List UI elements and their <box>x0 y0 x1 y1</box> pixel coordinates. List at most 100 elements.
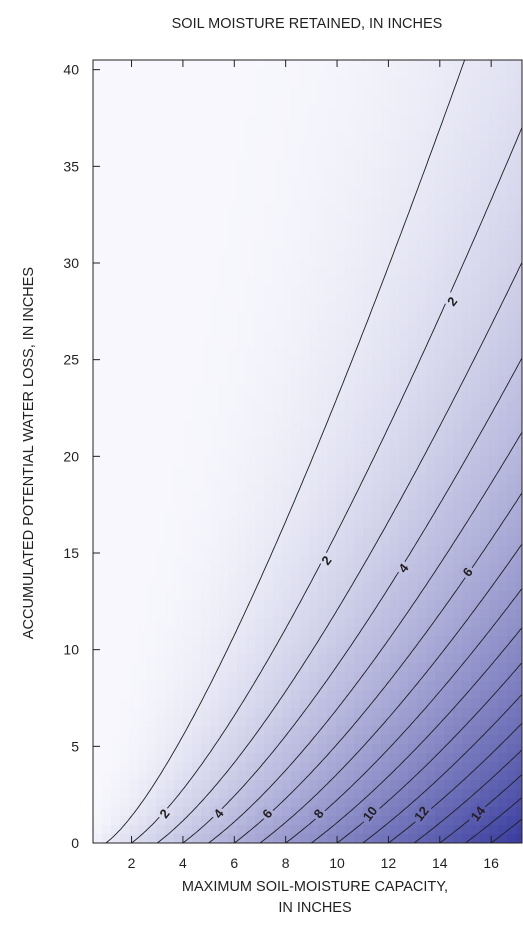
field-cell <box>93 204 103 214</box>
field-cell <box>282 438 292 448</box>
field-cell <box>183 816 193 826</box>
field-cell <box>345 258 355 268</box>
field-cell <box>219 753 229 763</box>
field-cell <box>219 330 229 340</box>
field-cell <box>480 96 490 106</box>
field-cell <box>246 186 256 196</box>
field-cell <box>201 384 211 394</box>
field-cell <box>165 267 175 277</box>
field-cell <box>93 600 103 610</box>
field-cell <box>192 258 202 268</box>
field-cell <box>174 600 184 610</box>
field-cell <box>237 501 247 511</box>
field-cell <box>291 357 301 367</box>
field-cell <box>444 240 454 250</box>
field-cell <box>480 294 490 304</box>
field-cell <box>471 375 481 385</box>
field-cell <box>93 114 103 124</box>
field-cell <box>498 582 508 592</box>
field-cell <box>111 456 121 466</box>
field-cell <box>201 159 211 169</box>
field-cell <box>453 132 463 142</box>
field-cell <box>111 636 121 646</box>
field-cell <box>237 222 247 232</box>
field-cell <box>138 96 148 106</box>
field-cell <box>408 384 418 394</box>
field-cell <box>111 357 121 367</box>
field-cell <box>453 285 463 295</box>
field-cell <box>318 114 328 124</box>
field-cell <box>219 618 229 628</box>
field-cell <box>300 267 310 277</box>
field-cell <box>498 195 508 205</box>
field-cell <box>273 402 283 412</box>
field-cell <box>138 330 148 340</box>
field-cell <box>273 789 283 799</box>
field-cell <box>210 753 220 763</box>
field-cell <box>399 132 409 142</box>
field-cell <box>102 573 112 583</box>
field-cell <box>291 762 301 772</box>
field-cell <box>309 267 319 277</box>
field-cell <box>237 528 247 538</box>
field-cell <box>507 807 517 817</box>
field-cell <box>507 123 517 133</box>
field-cell <box>453 240 463 250</box>
field-cell <box>255 663 265 673</box>
field-cell <box>165 492 175 502</box>
field-cell <box>426 357 436 367</box>
field-cell <box>237 771 247 781</box>
field-cell <box>147 744 157 754</box>
field-cell <box>363 240 373 250</box>
field-cell <box>363 276 373 286</box>
field-cell <box>399 681 409 691</box>
field-cell <box>237 798 247 808</box>
field-cell <box>417 438 427 448</box>
field-cell <box>138 618 148 628</box>
field-cell <box>489 357 499 367</box>
field-cell <box>318 141 328 151</box>
field-cell <box>93 834 103 843</box>
field-cell <box>471 708 481 718</box>
field-cell <box>354 438 364 448</box>
field-cell <box>228 258 238 268</box>
field-cell <box>318 492 328 502</box>
field-cell <box>471 447 481 457</box>
field-cell <box>507 483 517 493</box>
field-cell <box>264 267 274 277</box>
field-cell <box>408 672 418 682</box>
field-cell <box>363 393 373 403</box>
field-cell <box>327 735 337 745</box>
field-cell <box>345 771 355 781</box>
field-cell <box>183 357 193 367</box>
field-cell <box>345 78 355 88</box>
field-cell <box>309 312 319 322</box>
field-cell <box>219 645 229 655</box>
field-cell <box>489 321 499 331</box>
field-cell <box>408 240 418 250</box>
field-cell <box>120 690 130 700</box>
contour-line-12 <box>388 722 522 843</box>
field-cell <box>435 78 445 88</box>
field-cell <box>219 150 229 160</box>
field-cell <box>111 582 121 592</box>
field-cell <box>156 492 166 502</box>
field-cell <box>237 420 247 430</box>
field-cell <box>498 303 508 313</box>
field-cell <box>291 663 301 673</box>
field-cell <box>183 105 193 115</box>
field-cell <box>507 447 517 457</box>
field-cell <box>273 249 283 259</box>
field-cell <box>399 771 409 781</box>
field-cell <box>426 528 436 538</box>
field-cell <box>507 258 517 268</box>
field-cell <box>399 339 409 349</box>
field-cell <box>228 690 238 700</box>
field-cell <box>354 510 364 520</box>
field-cell <box>480 168 490 178</box>
field-cell <box>264 348 274 358</box>
field-cell <box>336 348 346 358</box>
field-cell <box>129 285 139 295</box>
field-cell <box>444 555 454 565</box>
field-cell <box>300 321 310 331</box>
